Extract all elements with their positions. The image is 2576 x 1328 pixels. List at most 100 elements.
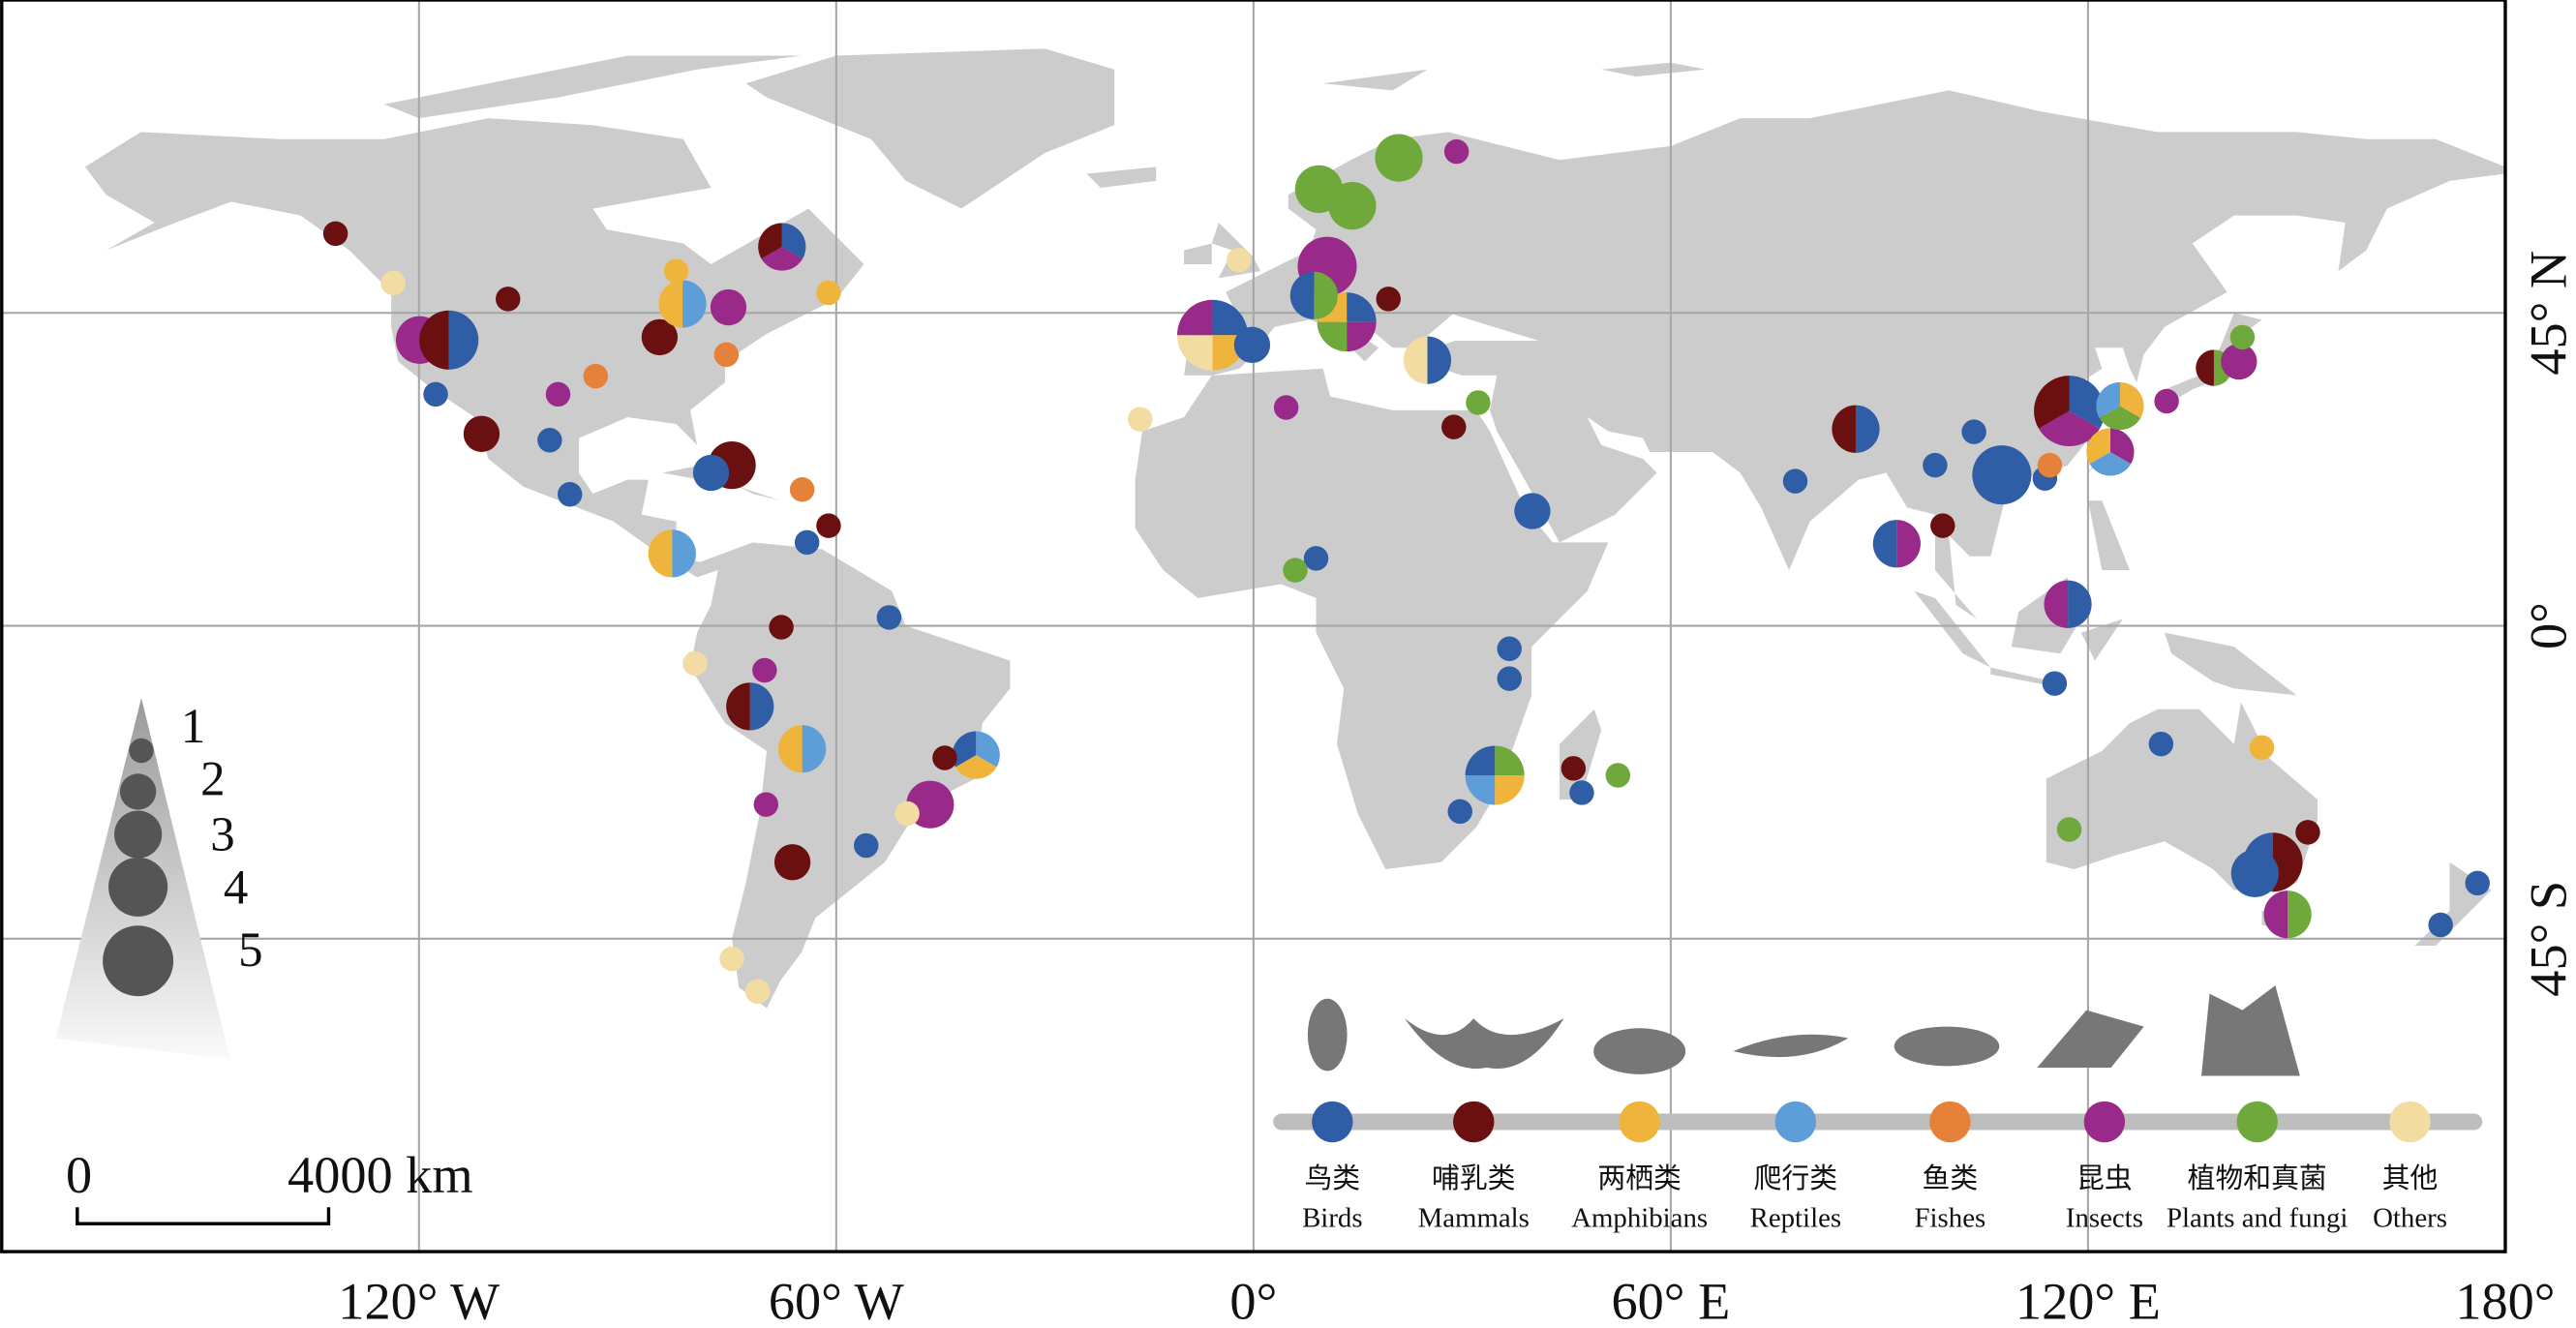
site-wedge (2044, 580, 2069, 628)
site (1961, 419, 1986, 444)
site-wedge (1465, 774, 1496, 805)
site (2056, 817, 2082, 842)
fungi-icon (2201, 985, 2300, 1076)
legend-swatch (2236, 1101, 2278, 1143)
size-legend-label: 2 (200, 752, 225, 806)
site (1443, 138, 1470, 165)
site-wedge (952, 731, 977, 768)
site (2148, 731, 2174, 757)
site-wedge (1495, 774, 1525, 805)
site-wedge (1403, 336, 1428, 384)
site (1273, 395, 1299, 420)
site-wedge (1465, 745, 1496, 775)
site (1497, 666, 1522, 691)
site-wedge (1176, 299, 1213, 336)
site (1289, 271, 1338, 319)
site (1227, 247, 1252, 273)
site (2086, 428, 2135, 476)
site-wedge (1832, 405, 1856, 453)
site-wedge (802, 725, 827, 773)
site (1376, 287, 1401, 312)
site-wedge (2068, 580, 2092, 628)
landmass (2080, 619, 2123, 661)
site (753, 792, 779, 817)
site (1465, 745, 1525, 805)
scale-end: 4000 km (288, 1146, 473, 1204)
site (1447, 799, 1472, 825)
site (758, 223, 806, 271)
y-tick-label: 45° N (2520, 251, 2576, 376)
site (496, 287, 521, 312)
legend-label-en: Mammals (1418, 1203, 1530, 1234)
legend-bar (1273, 1113, 2483, 1131)
landmass (2087, 500, 2131, 571)
scale-bar: 0 4000 km (66, 1146, 473, 1225)
site-wedge (2034, 376, 2070, 429)
site (1972, 445, 2032, 505)
size-legend-label: 5 (238, 923, 262, 978)
site (583, 363, 608, 389)
landmass (1322, 69, 1428, 91)
site (2230, 849, 2279, 897)
site (932, 745, 957, 770)
legend-icons (1307, 985, 2300, 1076)
legend-label-zh: 其他 (2382, 1162, 2439, 1194)
site (2465, 870, 2490, 896)
legend-swatch (2389, 1101, 2431, 1143)
site (769, 615, 794, 640)
site-wedge (726, 682, 750, 731)
landmass (2165, 632, 2297, 696)
site (1328, 182, 1377, 230)
site (1569, 780, 1594, 805)
site-wedge (1347, 321, 1377, 352)
site (641, 318, 679, 356)
landmass (1914, 590, 1991, 668)
site (537, 428, 562, 453)
size-legend-circle (129, 738, 154, 764)
site (380, 270, 406, 296)
site-wedge (1427, 336, 1452, 384)
site (876, 605, 902, 630)
site-wedge (658, 280, 683, 328)
legend-label-zh: 爬行类 (1754, 1162, 1838, 1194)
site-wedge (1176, 335, 1213, 371)
x-tick-label: 0° (1229, 1273, 1277, 1328)
site (557, 482, 583, 507)
landmass (383, 55, 802, 119)
site (1561, 756, 1587, 781)
landmass (1601, 62, 1706, 77)
site-wedge (1314, 271, 1338, 319)
legend-label-en: Fishes (1915, 1203, 1986, 1234)
site (692, 454, 730, 492)
x-tick-label: 180° (2455, 1273, 2555, 1328)
landmass (1990, 667, 2053, 685)
bird-icon (1307, 998, 1348, 1071)
graticule (1, 0, 2505, 1253)
legend-label-en: Amphibians (1571, 1203, 1708, 1234)
legend-label-zh: 鱼类 (1923, 1162, 1979, 1194)
site (894, 800, 920, 827)
site (1514, 493, 1551, 529)
site (1441, 414, 1467, 439)
site (2044, 580, 2092, 628)
landmass (1184, 90, 2505, 619)
legend-label-en: Reptiles (1750, 1203, 1841, 1234)
size-legend-circle (108, 857, 168, 917)
site-wedge (2069, 376, 2106, 429)
lizard-icon (1733, 1034, 1849, 1058)
site-wedge (448, 310, 479, 370)
landmass (1184, 243, 1212, 265)
legend-label-zh: 昆虫 (2076, 1162, 2133, 1194)
site (1872, 520, 1921, 568)
site (2154, 388, 2179, 414)
site (1930, 513, 1955, 538)
site-wedge (2119, 381, 2144, 418)
site (2428, 912, 2453, 938)
y-tick-label: 45° S (2520, 881, 2576, 997)
sites (322, 134, 2490, 1005)
site-wedge (2288, 890, 2312, 939)
scale-start: 0 (66, 1146, 92, 1204)
fish-icon (1894, 1026, 2000, 1067)
site (663, 258, 689, 284)
